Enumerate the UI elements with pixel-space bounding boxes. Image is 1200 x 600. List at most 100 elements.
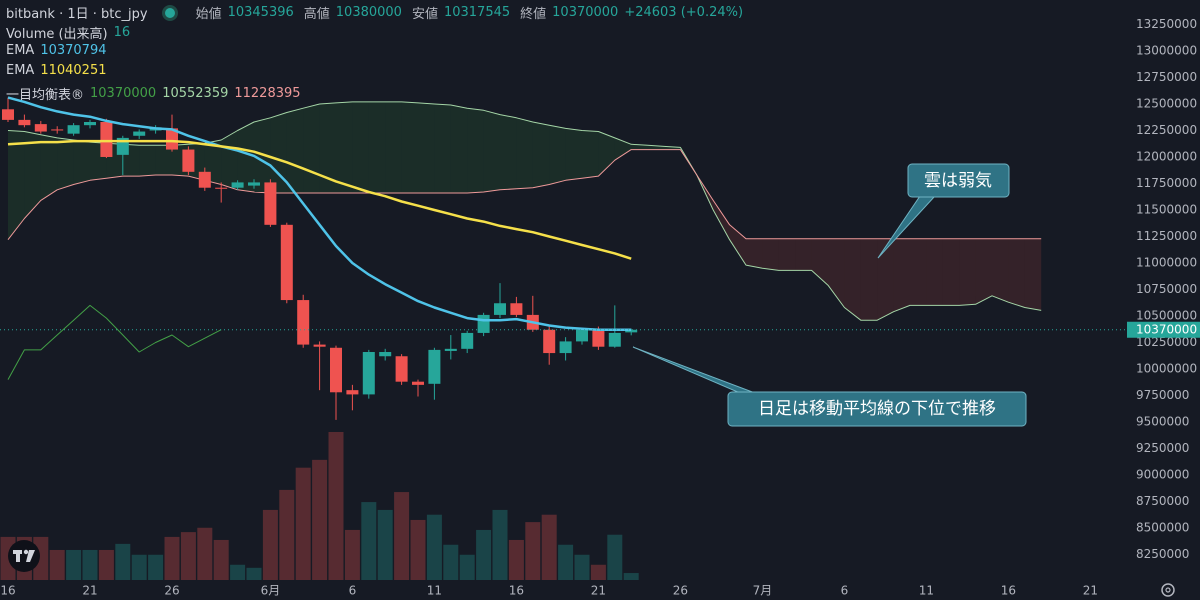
- cloud-segment: [893, 238, 910, 312]
- y-tick-label: 9500000: [1136, 414, 1189, 428]
- volume-bar: [115, 543, 131, 580]
- ohlc-value: 10345396: [227, 5, 294, 20]
- candle-body: [280, 224, 293, 301]
- y-tick-label: 11500000: [1136, 202, 1197, 216]
- volume-bar: [328, 432, 344, 580]
- cloud-segment: [336, 101, 353, 194]
- gear[interactable]: [1161, 583, 1175, 597]
- cloud-segment: [565, 128, 582, 181]
- x-tick-label: 26: [164, 584, 179, 598]
- cloud-segment: [614, 137, 632, 161]
- cloud-segment: [877, 238, 894, 321]
- candle-body: [395, 356, 408, 382]
- y-tick-label: 10750000: [1136, 282, 1197, 296]
- volume-bar: [230, 564, 246, 580]
- status-dot: [161, 4, 178, 21]
- legend-label: 一目均衡表®: [6, 88, 85, 103]
- volume-bar: [590, 564, 606, 580]
- candle-body: [133, 131, 146, 136]
- leading-span-a: [7, 101, 1042, 321]
- candle-body: [379, 352, 392, 357]
- candle-body: [18, 119, 31, 126]
- current-price-box: [1127, 321, 1200, 338]
- y-tick-label: 12250000: [1136, 123, 1197, 137]
- candle-body: [84, 121, 96, 126]
- legend-row[interactable]: 一目均衡表® 10370000 10552359 11228395: [6, 84, 301, 103]
- x-tick-label: 6: [349, 584, 357, 598]
- y-tick-label: 12000000: [1136, 149, 1197, 163]
- cloud-segment: [860, 238, 878, 321]
- y-tick-label: 11000000: [1136, 255, 1197, 269]
- cloud-segment: [368, 101, 386, 194]
- legend-row[interactable]: Volume (出来高) 16: [6, 23, 130, 42]
- candle-body: [264, 182, 277, 225]
- cloud-segment: [467, 108, 484, 194]
- legend-row[interactable]: EMA 11040251: [6, 63, 107, 78]
- x-tick-label: 11: [427, 584, 442, 598]
- volume-bar: [410, 519, 426, 580]
- y-tick-label: 10250000: [1136, 335, 1197, 349]
- cloud-segment: [516, 117, 533, 189]
- volume-bar: [82, 549, 98, 580]
- candle-body: [576, 329, 588, 342]
- logo-shape: [16, 550, 20, 562]
- cloud-segment: [450, 105, 468, 194]
- cloud-segment: [319, 102, 336, 194]
- current-price-label: 10370000: [1136, 323, 1197, 337]
- legend-value: 16: [113, 25, 131, 40]
- volume-bar: [476, 529, 492, 580]
- legend-label: EMA: [6, 43, 35, 58]
- ema-line: [7, 96, 632, 331]
- ohlc-label: 高値: [303, 7, 330, 22]
- y-tick-label: 9000000: [1136, 467, 1189, 481]
- candle-body: [625, 329, 638, 333]
- cloud-segment: [270, 112, 287, 194]
- candle-body: [412, 381, 424, 385]
- y-tick-label: 9250000: [1136, 441, 1189, 455]
- cloud-segment: [959, 238, 976, 306]
- candle-body: [592, 329, 605, 347]
- volume-bar: [574, 554, 590, 580]
- x-tick-label: 6月: [261, 584, 281, 598]
- settings-icon[interactable]: [1161, 583, 1175, 597]
- volume-bar: [377, 509, 393, 580]
- candle-body: [494, 303, 506, 315]
- annotation-text: 日足は移動平均線の下位で推移: [758, 399, 996, 419]
- candle-body: [444, 348, 457, 351]
- volume-bar: [213, 539, 229, 580]
- cloud-segment: [385, 101, 402, 194]
- cloud-segment: [746, 238, 763, 269]
- ohlc-value: 10370000: [552, 5, 619, 20]
- cloud-segment: [8, 130, 25, 240]
- volume-bar: [262, 509, 278, 580]
- gear-center[interactable]: [1165, 587, 1171, 593]
- y-tick-label: 9750000: [1136, 388, 1189, 402]
- ema-line: [7, 139, 632, 260]
- candle-body: [100, 121, 113, 157]
- x-tick-label: 21: [591, 584, 606, 598]
- legend-row[interactable]: EMA 10370794: [6, 43, 107, 58]
- cloud-segment: [73, 140, 90, 185]
- volume-bar: [443, 544, 459, 580]
- callout-box: [907, 163, 1010, 198]
- volume-bar: [541, 514, 557, 580]
- candle-body: [346, 390, 359, 395]
- logo-shape: [23, 549, 29, 555]
- ohlc-label: 安値: [411, 7, 438, 22]
- cloud-segment: [910, 238, 927, 306]
- cloud-segment: [434, 103, 451, 194]
- candle-body: [2, 109, 14, 120]
- candle-body: [215, 187, 228, 189]
- cloud-segment: [40, 134, 58, 201]
- volume-bar: [492, 509, 508, 580]
- cloud-segment: [418, 102, 435, 194]
- ohlc-label: 終値: [520, 7, 547, 22]
- symbol-title[interactable]: bitbank · 1日 · btc_jpy: [6, 7, 148, 22]
- volume-bar: [607, 534, 623, 580]
- cloud-segment: [844, 238, 861, 321]
- annotation: 日足は移動平均線の下位で推移: [632, 346, 1027, 427]
- cloud-segment: [139, 145, 156, 177]
- cloud-segment: [155, 145, 172, 175]
